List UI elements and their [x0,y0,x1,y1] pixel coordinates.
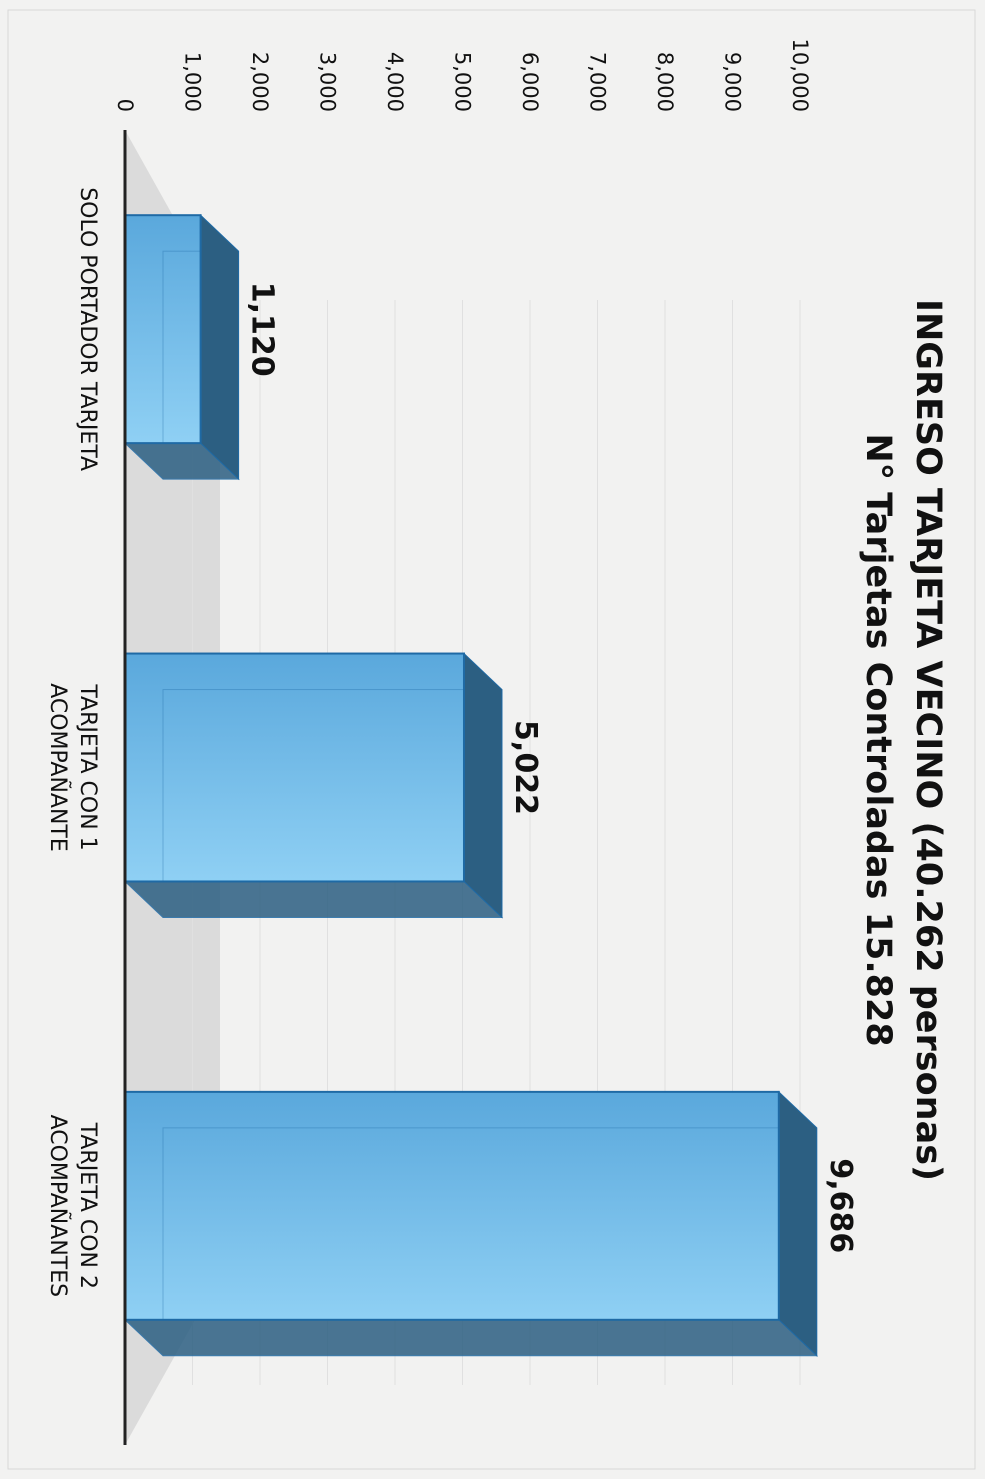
y-tick-label: 4,000 [383,52,407,112]
chart-subtitle: N° Tarjetas Controladas 15.828 [858,433,898,1046]
data-label: 5,022 [508,720,543,815]
chart-title: INGRESO TARJETA VECINO (40.262 personas) [908,299,948,1181]
bar-inner-edge [162,1127,780,1321]
bar [123,1090,819,1357]
bar-side-face [123,880,504,918]
y-tick-label: 3,000 [316,52,340,112]
y-tick-label: 8,000 [653,52,677,112]
category-label: TARJETA CON 2 [75,1122,100,1289]
bar-front-face [124,1090,780,1321]
data-label: 1,120 [245,282,280,377]
data-label: 9,686 [823,1158,858,1253]
bar-inner-edge [162,689,465,882]
bar-top-face [200,214,240,481]
bar [123,652,504,919]
bar [123,214,240,481]
bar-top-face [778,1090,818,1357]
y-tick-label: 10,000 [788,39,812,112]
bar-inner-edge [162,250,202,444]
y-tick-label: 7,000 [586,52,610,112]
bar-front-face [124,652,465,883]
chart-frame [7,9,976,1470]
category-label: ACOMPAÑANTES [45,1115,72,1298]
bar-side-face [123,1319,819,1357]
bar-top-face [463,652,503,919]
y-tick-label: 0 [113,99,137,112]
y-tick-label: 6,000 [518,52,542,112]
y-tick-label: 1,000 [181,52,205,112]
y-tick-label: 5,000 [451,52,475,112]
y-tick-label: 2,000 [248,52,272,112]
category-label: SOLO PORTADOR TARJETA [75,187,100,471]
category-label: TARJETA CON 1 [75,683,100,850]
y-tick-label: 9,000 [721,52,745,112]
category-label: ACOMPAÑANTE [45,683,72,852]
